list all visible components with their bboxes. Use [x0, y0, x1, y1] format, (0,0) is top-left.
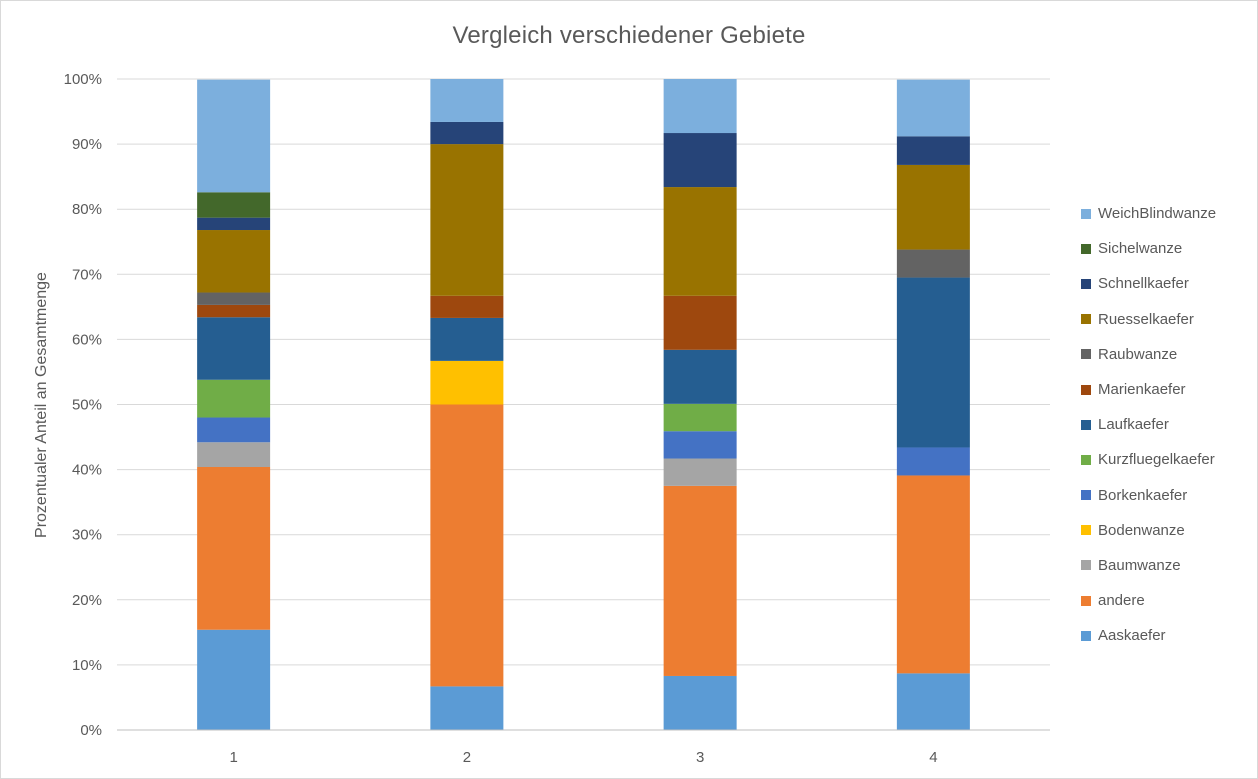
- y-tick-label: 50%: [72, 397, 102, 414]
- legend-label: Raubwanze: [1098, 345, 1178, 363]
- legend-label: Ruesselkaefer: [1098, 310, 1194, 328]
- bar-segment-schnellkaefer-1: [197, 217, 271, 231]
- bar-segment-raubwanze-4: [896, 249, 970, 278]
- legend-label: WeichBlindwanze: [1098, 205, 1217, 223]
- y-tick-label: 0%: [80, 722, 102, 739]
- legend-swatch: [1081, 490, 1091, 501]
- legend-item-baumwanze: Baumwanze: [1081, 548, 1216, 583]
- legend: WeichBlindwanze Sichelwanze Schnellkaefer R…: [1081, 196, 1216, 653]
- bar-segment-weichblindwanze-3: [663, 79, 737, 134]
- bar-segment-andere-3: [663, 485, 737, 676]
- legend-label: Schnellkaefer: [1098, 275, 1189, 293]
- legend-swatch: [1081, 384, 1091, 395]
- legend-label: Sichelwanze: [1098, 240, 1183, 258]
- bar-segment-marienkaefer-1: [197, 304, 271, 318]
- y-tick-label: 80%: [72, 201, 102, 218]
- legend-swatch: [1081, 595, 1091, 606]
- bar-segment-aaskaefer-4: [896, 673, 970, 730]
- x-tick-label: 4: [929, 749, 937, 766]
- y-tick-label: 40%: [72, 462, 102, 479]
- legend-item-borkenkaefer: Borkenkaefer: [1081, 478, 1216, 513]
- bar-segment-ruesselkaefer-1: [197, 230, 271, 293]
- legend-item-kurzfluegelkaefer: Kurzfluegelkaefer: [1081, 442, 1216, 477]
- bar-segment-ruesselkaefer-4: [896, 164, 970, 250]
- x-tick-label: 3: [696, 749, 704, 766]
- legend-item-marienkaefer: Marienkaefer: [1081, 372, 1216, 407]
- bar-segment-borkenkaefer-1: [197, 417, 271, 443]
- bar-segment-laufkaefer-3: [663, 349, 737, 404]
- legend-label: Marienkaefer: [1098, 381, 1186, 399]
- legend-item-bodenwanze: Bodenwanze: [1081, 513, 1216, 548]
- bar-segment-marienkaefer-3: [663, 295, 737, 350]
- bar-segment-schnellkaefer-2: [430, 121, 504, 145]
- legend-item-raubwanze: Raubwanze: [1081, 337, 1216, 372]
- y-tick-label: 10%: [72, 657, 102, 674]
- legend-item-aaskaefer: Aaskaefer: [1081, 618, 1216, 653]
- bar-segment-weichblindwanze-1: [197, 79, 271, 193]
- bar-segment-aaskaefer-1: [197, 629, 271, 730]
- legend-label: Bodenwanze: [1098, 521, 1185, 539]
- bar-segment-schnellkaefer-3: [663, 133, 737, 188]
- bar-segment-weichblindwanze-4: [896, 79, 970, 137]
- bar-segment-laufkaefer-2: [430, 317, 504, 361]
- legend-item-sichelwanze: Sichelwanze: [1081, 231, 1216, 266]
- bar-segment-schnellkaefer-4: [896, 136, 970, 165]
- bar-segment-borkenkaefer-4: [896, 447, 970, 476]
- y-tick-label: 90%: [72, 136, 102, 153]
- bar-segment-baumwanze-1: [197, 442, 271, 467]
- legend-label: Baumwanze: [1098, 556, 1181, 574]
- bar-segment-aaskaefer-3: [663, 675, 737, 730]
- legend-swatch: [1081, 349, 1091, 360]
- legend-swatch: [1081, 419, 1091, 430]
- legend-label: Kurzfluegelkaefer: [1098, 451, 1215, 469]
- bar-segment-weichblindwanze-2: [430, 79, 504, 122]
- bar-segment-kurzfluegelkaefer-1: [197, 379, 271, 418]
- chart-title: Vergleich verschiedener Gebiete: [452, 22, 806, 49]
- y-tick-label: 60%: [72, 331, 102, 348]
- bar-segment-baumwanze-3: [663, 458, 737, 486]
- bar-segment-laufkaefer-4: [896, 277, 970, 448]
- bar-segment-ruesselkaefer-2: [430, 144, 504, 296]
- bar-segment-andere-1: [197, 466, 271, 630]
- legend-item-schnellkaefer: Schnellkaefer: [1081, 266, 1216, 301]
- bar-segment-sichelwanze-1: [197, 192, 271, 218]
- legend-swatch: [1081, 525, 1091, 536]
- bar-segment-raubwanze-1: [197, 292, 271, 305]
- legend-swatch: [1081, 208, 1091, 219]
- y-tick-label: 20%: [72, 592, 102, 609]
- bar-segment-borkenkaefer-3: [663, 431, 737, 459]
- bar-segment-bodenwanze-2: [430, 360, 504, 405]
- y-tick-label: 70%: [72, 266, 102, 283]
- legend-label: Aaskaefer: [1098, 627, 1166, 645]
- legend-item-ruesselkaefer: Ruesselkaefer: [1081, 302, 1216, 337]
- legend-label: Laufkaefer: [1098, 416, 1169, 434]
- bar-segment-andere-4: [896, 475, 970, 674]
- bar-segment-andere-2: [430, 404, 504, 687]
- bar-segment-kurzfluegelkaefer-3: [663, 403, 737, 432]
- x-tick-label: 1: [229, 749, 237, 766]
- legend-swatch: [1081, 278, 1091, 289]
- y-tick-label: 100%: [64, 71, 102, 88]
- legend-swatch: [1081, 560, 1091, 571]
- legend-item-laufkaefer: Laufkaefer: [1081, 407, 1216, 442]
- legend-item-weichblindwanze: WeichBlindwanze: [1081, 196, 1216, 231]
- legend-swatch: [1081, 630, 1091, 641]
- legend-label: Borkenkaefer: [1098, 486, 1188, 504]
- legend-item-andere: andere: [1081, 583, 1216, 618]
- bar-segment-ruesselkaefer-3: [663, 187, 737, 296]
- bar-segment-laufkaefer-1: [197, 317, 271, 380]
- y-tick-label: 30%: [72, 527, 102, 544]
- legend-swatch: [1081, 243, 1091, 254]
- legend-swatch: [1081, 314, 1091, 325]
- x-tick-label: 2: [463, 749, 471, 766]
- legend-swatch: [1081, 454, 1091, 465]
- legend-label: andere: [1098, 592, 1145, 610]
- bar-segment-aaskaefer-2: [430, 686, 504, 730]
- bar-segment-marienkaefer-2: [430, 295, 504, 318]
